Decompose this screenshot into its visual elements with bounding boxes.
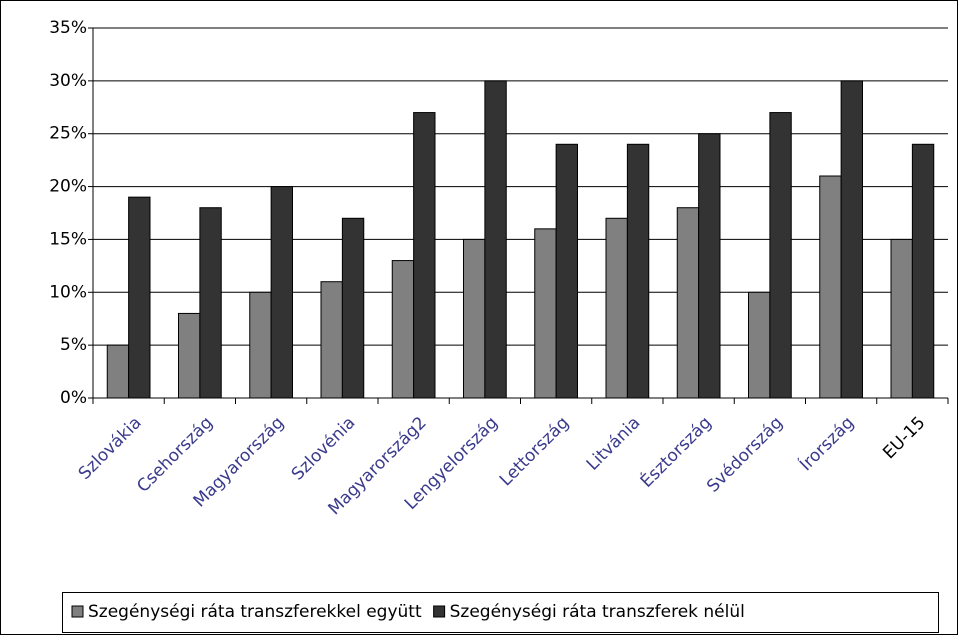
- bar: [391, 260, 415, 399]
- y-tick-label: 5%: [60, 335, 87, 355]
- y-tick-label: 25%: [49, 124, 87, 144]
- bar: [463, 238, 486, 399]
- bar: [676, 207, 700, 399]
- y-tick-label: 20%: [49, 177, 87, 197]
- bar: [626, 143, 650, 399]
- bar: [534, 228, 557, 399]
- bar: [819, 175, 842, 399]
- legend-swatch: [71, 605, 84, 618]
- legend-box: [62, 592, 939, 633]
- legend-swatch: [433, 605, 446, 618]
- bar: [270, 186, 293, 399]
- bar: [555, 143, 578, 399]
- legend-label: Szegénységi ráta transzferekkel együtt: [88, 602, 422, 622]
- bar: [890, 238, 913, 399]
- bar: [484, 80, 507, 399]
- legend-label: Szegénységi ráta transzferek nélül: [450, 602, 745, 622]
- bar: [249, 291, 272, 399]
- bar: [698, 133, 721, 399]
- y-tick-label: 0%: [60, 388, 87, 408]
- bar: [769, 112, 792, 399]
- y-tick-label: 15%: [49, 229, 87, 249]
- y-tick-label: 30%: [49, 71, 87, 91]
- y-tick-label: 10%: [49, 282, 87, 302]
- bar: [178, 312, 201, 399]
- bar: [605, 217, 628, 399]
- bar: [911, 143, 935, 399]
- bar: [106, 344, 130, 399]
- bar: [840, 80, 863, 399]
- bar: [128, 196, 151, 399]
- bar: [199, 207, 222, 399]
- y-tick-label: 35%: [49, 18, 87, 38]
- bar: [320, 281, 343, 399]
- bar: [341, 217, 365, 399]
- bar: [413, 112, 436, 399]
- bar: [748, 291, 771, 399]
